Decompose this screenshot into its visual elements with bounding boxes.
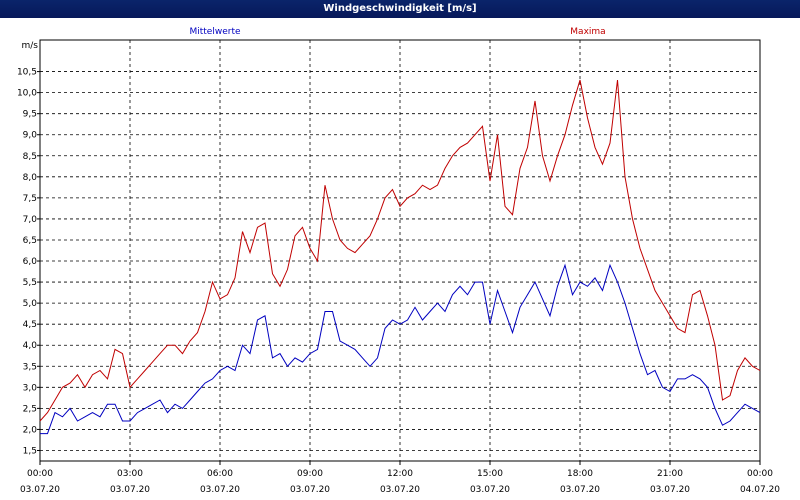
x-tick-date: 03.07.20 — [290, 485, 330, 495]
series-lines — [39, 79, 761, 435]
x-tick-time: 00:00 — [27, 469, 53, 479]
series-line-maxima — [39, 79, 761, 422]
y-tick-label: 8,5 — [23, 152, 37, 162]
x-tick-time: 09:00 — [297, 469, 323, 479]
x-tick-date: 03.07.20 — [110, 485, 150, 495]
grid-lines — [40, 40, 760, 461]
x-tick-date: 03.07.20 — [470, 485, 510, 495]
y-tick-label: 2,0 — [23, 425, 38, 435]
y-axis-unit: m/s — [22, 41, 39, 51]
chart-title: Windgeschwindigkeit [m/s] — [0, 0, 800, 18]
x-tick-time: 03:00 — [117, 469, 143, 479]
x-tick-date: 03.07.20 — [560, 485, 600, 495]
y-tick-label: 1,5 — [23, 446, 37, 456]
x-tick-time: 12:00 — [387, 469, 413, 479]
y-tick-label: 10,5 — [17, 68, 37, 78]
x-tick-time: 21:00 — [657, 469, 683, 479]
series-line-mittelwerte — [40, 263, 761, 435]
y-tick-label: 7,0 — [23, 215, 38, 225]
x-tick-time: 15:00 — [477, 469, 503, 479]
y-tick-label: 3,5 — [23, 362, 37, 372]
legend-mittelwerte: Mittelwerte — [189, 27, 240, 37]
y-tick-label: 5,5 — [23, 278, 37, 288]
x-tick-date: 04.07.20 — [740, 485, 780, 495]
x-tick-date: 03.07.20 — [20, 485, 60, 495]
y-tick-label: 3,0 — [23, 383, 38, 393]
legend-maxima: Maxima — [570, 27, 605, 37]
y-tick-label: 7,5 — [23, 194, 37, 204]
y-tick-label: 10,0 — [17, 89, 37, 99]
y-tick-label: 6,0 — [23, 257, 38, 267]
x-tick-date: 03.07.20 — [380, 485, 420, 495]
x-tick-date: 03.07.20 — [650, 485, 690, 495]
y-axis-ticks: 1,5 2,0 2,5 3,0 3,5 4,0 4,5 5,0 5,5 6,0 6,5 7,0 7,5 8… — [17, 68, 40, 456]
y-tick-label: 4,5 — [23, 320, 37, 330]
y-tick-label: 2,5 — [23, 404, 37, 414]
x-tick-time: 06:00 — [207, 469, 233, 479]
y-tick-label: 9,0 — [23, 131, 38, 141]
y-tick-label: 6,5 — [23, 236, 37, 246]
x-tick-time: 00:00 — [747, 469, 773, 479]
x-tick-time: 18:00 — [567, 469, 593, 479]
x-tick-date: 03.07.20 — [200, 485, 240, 495]
y-tick-label: 9,5 — [23, 110, 37, 120]
x-axis-ticks: 00:00 03.07.20 03:00 03.07.20 06:00 03.07.20 0… — [20, 461, 780, 495]
y-tick-label: 5,0 — [23, 299, 38, 309]
y-tick-label: 4,0 — [23, 341, 38, 351]
y-tick-label: 8,0 — [23, 173, 38, 183]
